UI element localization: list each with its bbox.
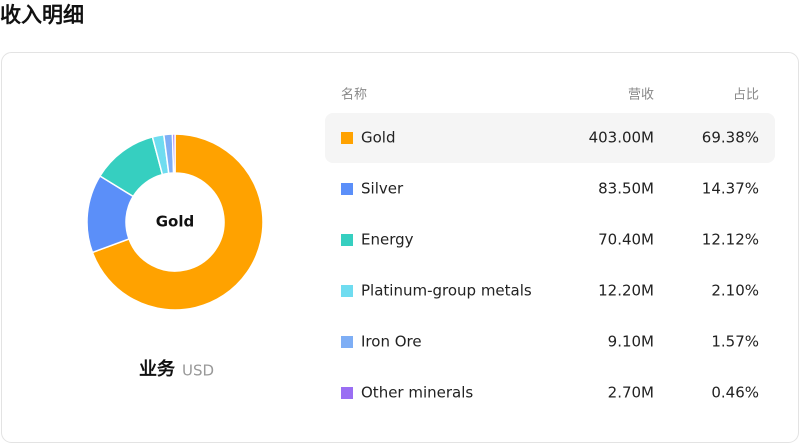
- row-share: 12.12%: [702, 231, 759, 249]
- row-revenue: 70.40M: [598, 231, 654, 249]
- row-revenue: 83.50M: [598, 180, 654, 198]
- row-name: Iron Ore: [361, 333, 422, 351]
- row-name: Platinum-group metals: [361, 282, 532, 300]
- legend-swatch: [341, 336, 353, 348]
- legend-swatch: [341, 132, 353, 144]
- legend-swatch: [341, 285, 353, 297]
- row-revenue: 2.70M: [608, 384, 654, 402]
- legend-swatch: [341, 183, 353, 195]
- row-revenue: 9.10M: [608, 333, 654, 351]
- center-label: Gold: [156, 213, 195, 231]
- row-share: 0.46%: [711, 384, 759, 402]
- legend-swatch: [341, 234, 353, 246]
- row[interactable]: [325, 113, 775, 163]
- row-name: Silver: [361, 180, 404, 198]
- donut-slice: [171, 133, 176, 174]
- page-title: 收入明细: [0, 3, 84, 27]
- column-header: 占比: [733, 88, 759, 103]
- caption: 业务: [139, 358, 176, 380]
- row-share: 14.37%: [702, 180, 759, 198]
- row-name: Energy: [361, 231, 414, 249]
- row-share: 69.38%: [702, 129, 759, 147]
- unit: USD: [182, 362, 214, 380]
- row-name: Other minerals: [361, 384, 473, 402]
- row-share: 1.57%: [711, 333, 759, 351]
- donut-slice: [91, 133, 264, 311]
- row-name: Gold: [361, 129, 396, 147]
- legend-swatch: [341, 387, 353, 399]
- column-header: 名称: [341, 87, 367, 103]
- column-header: 营收: [628, 88, 654, 103]
- row-share: 2.10%: [711, 282, 759, 300]
- row-revenue: 403.00M: [589, 129, 654, 147]
- row-revenue: 12.20M: [598, 282, 654, 300]
